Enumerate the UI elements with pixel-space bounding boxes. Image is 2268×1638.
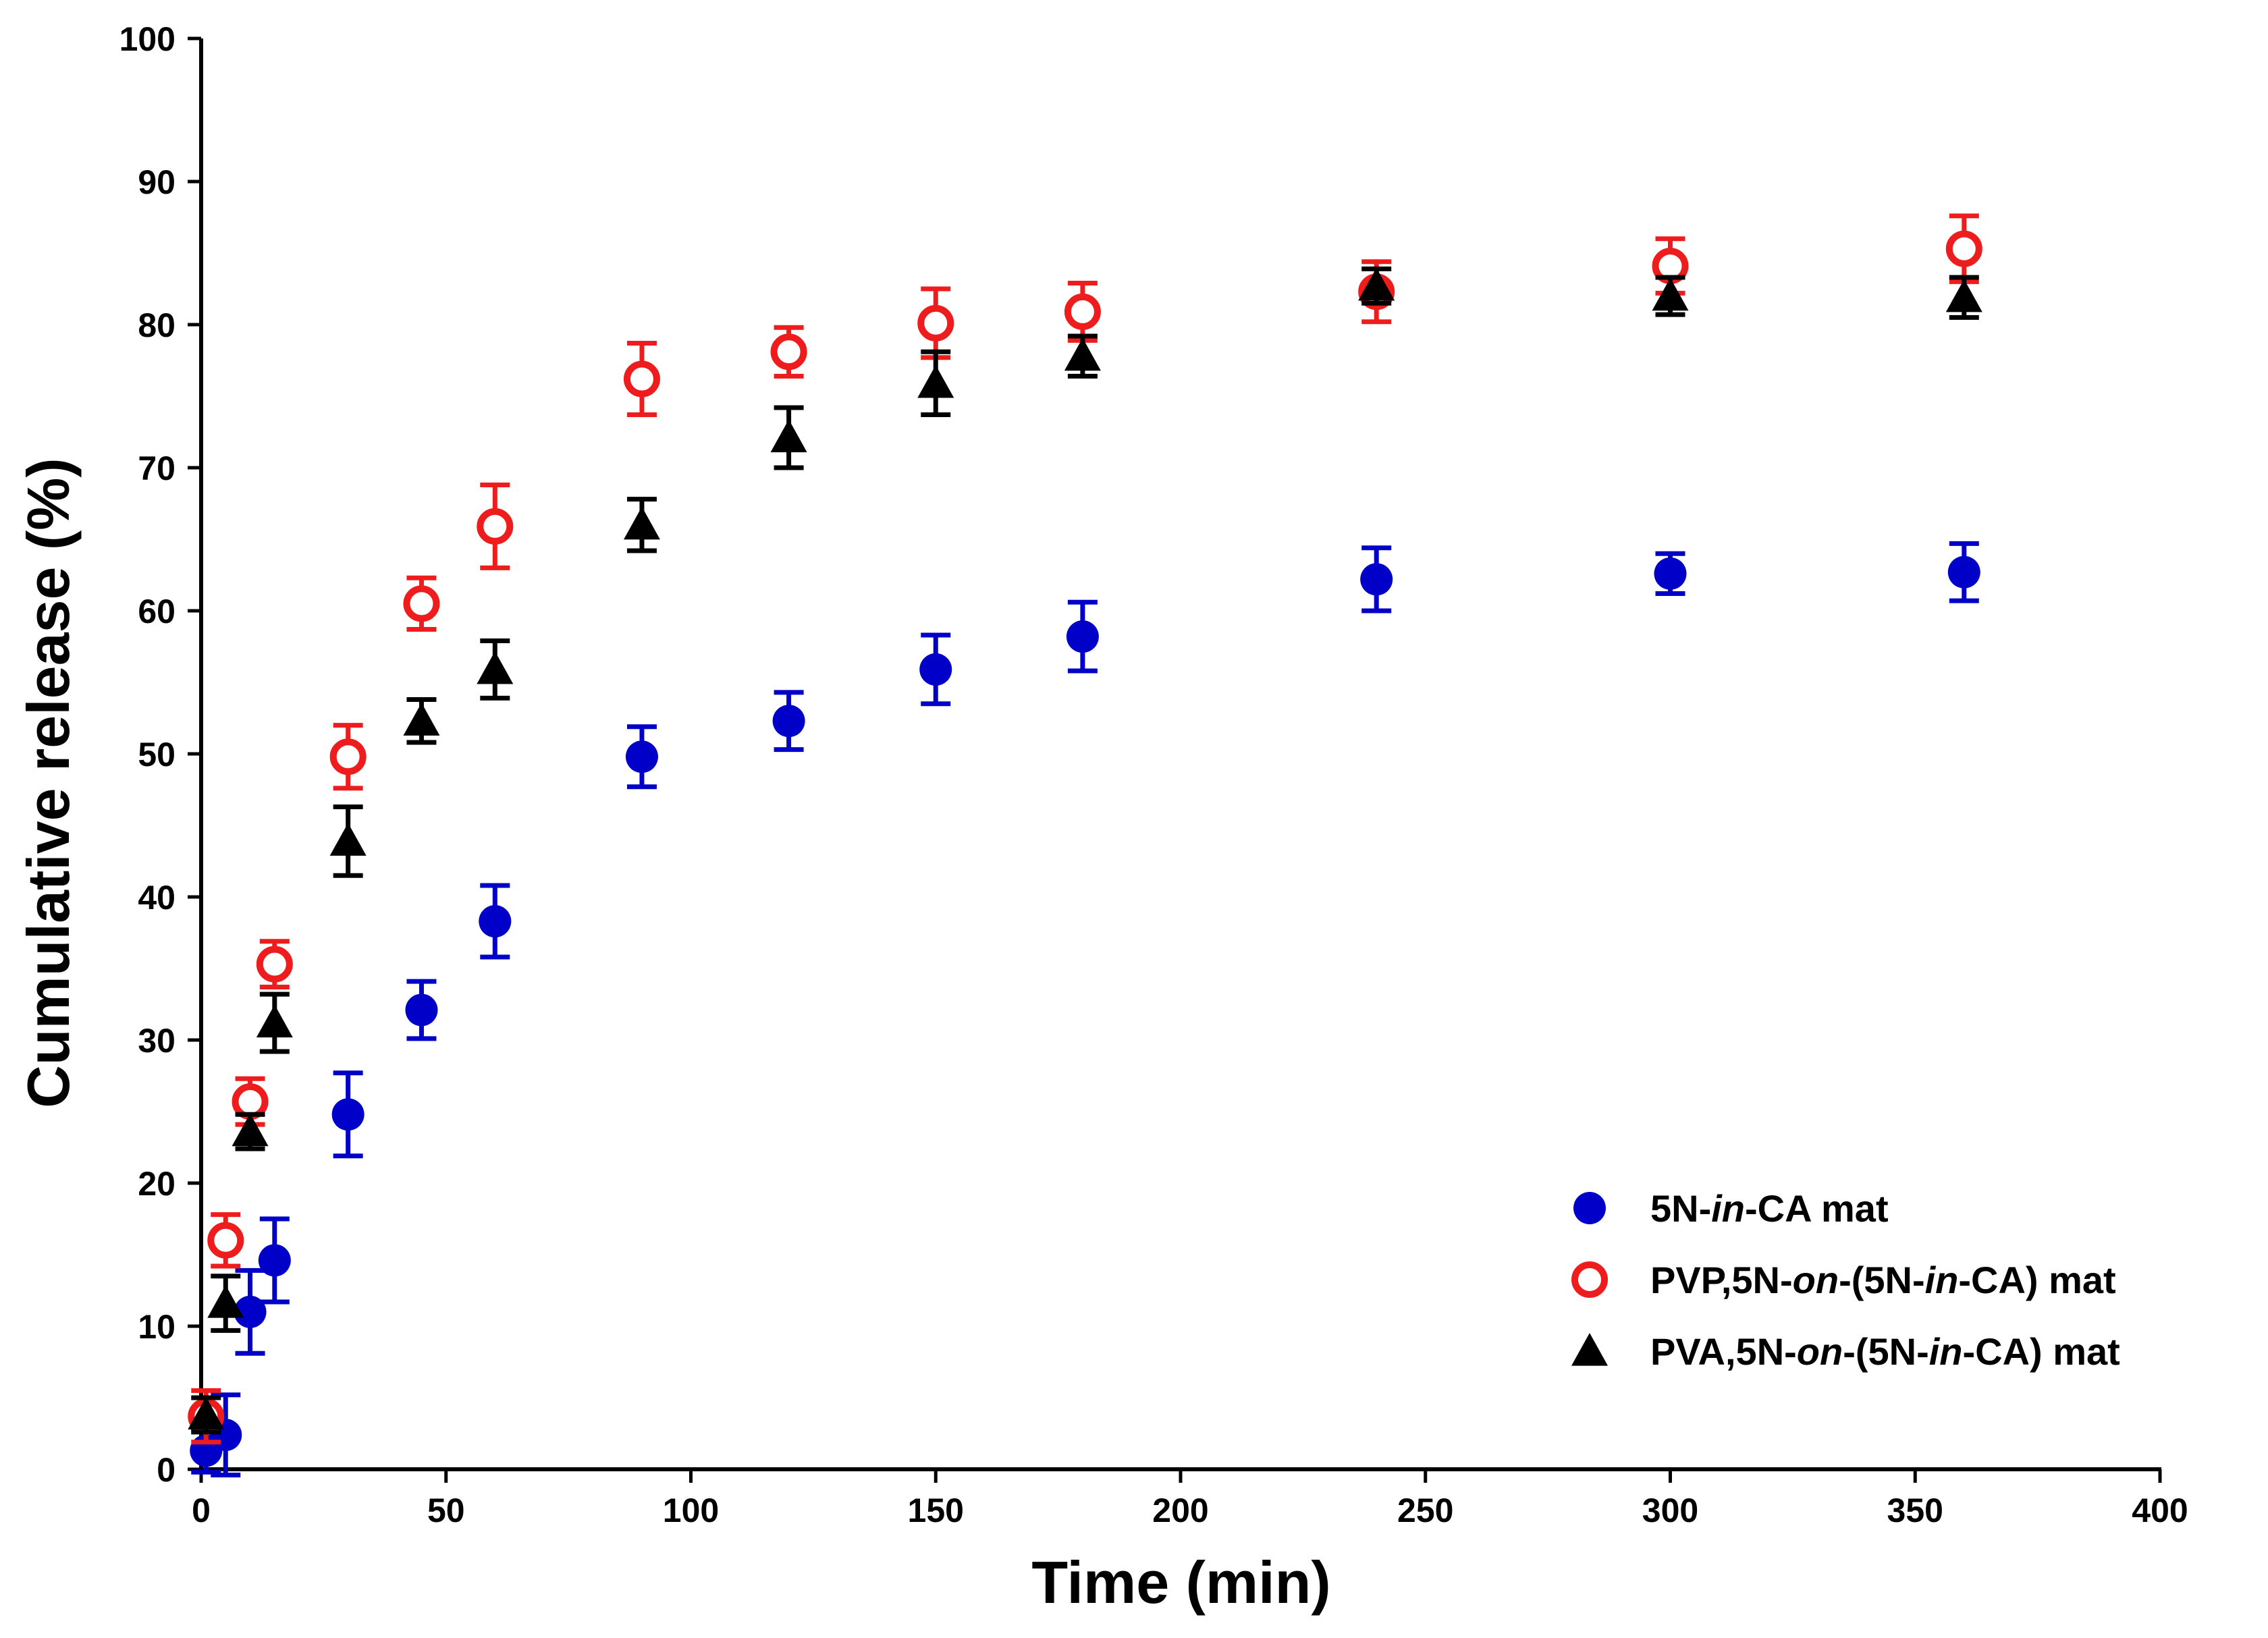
legend-label: PVA,5N-on-(5N-in-CA) mat	[1650, 1330, 2120, 1373]
y-axis-title: Cumulative release (%)	[15, 458, 82, 1108]
data-point	[623, 360, 660, 398]
x-tick-label: 400	[2132, 1492, 2188, 1529]
data-point	[258, 1244, 291, 1277]
y-tick-label: 60	[138, 593, 176, 630]
x-tick-label: 200	[1152, 1492, 1208, 1529]
data-point	[1654, 557, 1687, 590]
series-2	[188, 213, 1982, 1445]
data-point	[625, 740, 658, 773]
legend-label-part: PVA,5N-	[1650, 1330, 1797, 1373]
data-point	[770, 333, 807, 371]
legend-label-part: -(5N-	[1839, 1259, 1925, 1301]
data-point	[188, 1396, 225, 1430]
series-3	[188, 266, 1982, 1435]
data-point	[623, 506, 660, 540]
y-tick-label: 80	[138, 306, 176, 344]
x-tick-label: 250	[1397, 1492, 1453, 1529]
data-point	[329, 823, 367, 856]
series-1	[190, 541, 1980, 1477]
data-point	[207, 1222, 244, 1259]
legend-entry-2: PVP,5N-on-(5N-in-CA) mat	[1571, 1259, 2116, 1301]
x-tick-label: 300	[1642, 1492, 1698, 1529]
y-tick-label: 40	[138, 879, 176, 917]
y-tick-label: 10	[138, 1308, 176, 1346]
x-axis: 0 50 100 150 200 250 300 350 400	[192, 1467, 2188, 1529]
data-point	[1064, 293, 1101, 330]
data-point	[329, 738, 367, 775]
legend-label-part: 5N-	[1650, 1187, 1711, 1230]
data-point	[772, 705, 805, 738]
y-tick-label: 100	[119, 20, 176, 58]
legend-marker	[1571, 1261, 1608, 1298]
x-tick-label: 350	[1887, 1492, 1943, 1529]
data-point	[477, 508, 514, 545]
legend-label-part: -CA) mat	[1963, 1330, 2120, 1373]
x-tick-label: 50	[427, 1492, 465, 1529]
data-point	[917, 364, 954, 398]
data-point	[256, 1004, 293, 1038]
legend-label-part: PVP,5N-	[1650, 1259, 1793, 1301]
legend-label: 5N-in-CA mat	[1650, 1187, 1889, 1230]
legend-entry-1: 5N-in-CA mat	[1573, 1187, 1889, 1230]
legend-label-part: -CA) mat	[1958, 1259, 2115, 1301]
legend-label-part: -CA mat	[1745, 1187, 1889, 1230]
legend-label-part: in	[1929, 1330, 1963, 1373]
data-point	[403, 585, 440, 622]
data-point	[1947, 555, 1980, 589]
legend-entry-3: PVA,5N-on-(5N-in-CA) mat	[1571, 1330, 2120, 1373]
data-point	[1360, 563, 1393, 596]
legend-label-part: in	[1711, 1187, 1745, 1230]
x-tick-label: 0	[192, 1492, 211, 1529]
legend-label-part: in	[1925, 1259, 1959, 1301]
data-point	[919, 653, 952, 686]
data-point	[479, 905, 512, 938]
legend-label: PVP,5N-on-(5N-in-CA) mat	[1650, 1259, 2116, 1301]
data-point	[477, 651, 514, 684]
data-point	[234, 1295, 267, 1328]
data-point	[403, 703, 440, 736]
y-tick-label: 0	[157, 1451, 176, 1489]
legend-label-part: -(5N-	[1843, 1330, 1929, 1373]
data-point	[1945, 279, 1982, 312]
x-axis-title: Time (min)	[1031, 1549, 1330, 1616]
data-point	[1066, 620, 1099, 653]
legend-marker	[1573, 1192, 1606, 1224]
data-point	[256, 946, 293, 983]
y-tick-label: 90	[138, 163, 176, 201]
series-layer	[188, 213, 1982, 1477]
data-point	[405, 993, 438, 1027]
data-point	[917, 304, 954, 342]
data-point	[331, 1098, 364, 1131]
data-point	[232, 1113, 269, 1147]
data-point	[1652, 277, 1689, 311]
y-tick-label: 70	[138, 449, 176, 487]
x-tick-label: 100	[663, 1492, 719, 1529]
x-tick-label: 150	[908, 1492, 964, 1529]
data-point	[770, 419, 807, 453]
y-tick-label: 50	[138, 736, 176, 773]
data-point	[1064, 337, 1101, 371]
data-point	[1945, 230, 1982, 267]
y-tick-label: 20	[138, 1165, 176, 1203]
legend-label-part: on	[1793, 1259, 1839, 1301]
legend-marker	[1571, 1333, 1608, 1366]
data-point	[1358, 267, 1395, 301]
data-point	[232, 1083, 269, 1120]
y-axis: 0 10 20 30 40 50 60 70 80 90 100	[119, 20, 203, 1489]
data-point	[207, 1285, 244, 1318]
y-tick-label: 30	[138, 1022, 176, 1060]
legend-label-part: on	[1797, 1330, 1843, 1373]
